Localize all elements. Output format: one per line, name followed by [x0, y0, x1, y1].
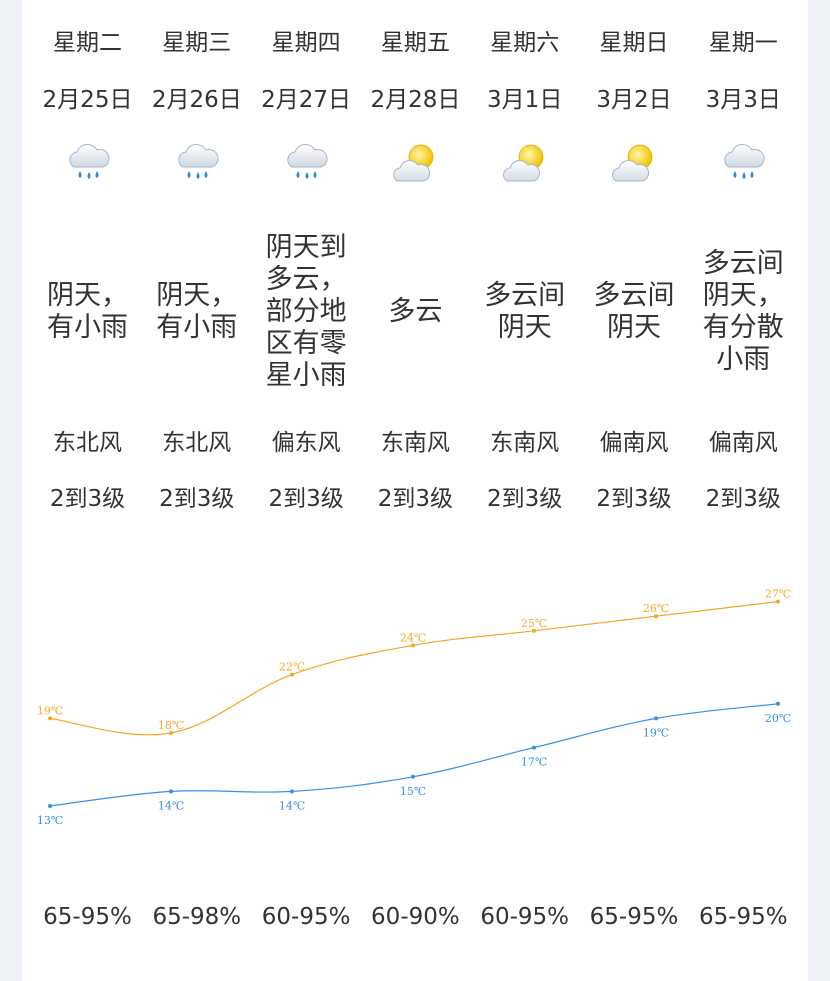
rain-cloud-icon	[689, 140, 798, 188]
wind-level: 2到3级	[487, 486, 563, 512]
temperature-label: 14℃	[158, 799, 184, 812]
temperature-label: 17℃	[521, 756, 547, 769]
temperature-label: 22℃	[279, 661, 305, 674]
weather-description: 多云间 阴天， 有分散 小雨	[702, 248, 784, 375]
weekday-label: 星期三	[162, 30, 232, 56]
temperature-label: 18℃	[158, 719, 184, 732]
weather-description: 多云间 阴天	[484, 280, 566, 343]
temperature-line-0	[49, 601, 779, 736]
weather-description: 多云	[388, 296, 443, 327]
temperature-point	[169, 731, 173, 735]
wind-level: 2到3级	[596, 486, 672, 512]
sun-cloud-icon	[361, 140, 470, 188]
weekday-label: 星期二	[53, 30, 122, 56]
wind-level: 2到3级	[377, 486, 454, 512]
temperature-point	[290, 789, 294, 794]
temperature-label: 24℃	[400, 631, 426, 644]
date-label: 3月1日	[487, 87, 563, 113]
sun-cloud-icon	[580, 140, 689, 188]
wind-direction: 偏东风	[271, 430, 341, 456]
wind-direction: 东南风	[380, 430, 450, 456]
weather-description: 多云间 阴天	[593, 280, 675, 343]
weather-icon-row	[22, 140, 808, 188]
temperature-chart: 19℃ 18℃ 22℃ 24℃ 25℃ 26℃ 27℃ 13℃ 14℃ 14℃ 15℃ 17℃ 19℃ 2…	[37, 588, 791, 827]
temperature-point	[411, 643, 415, 648]
temperature-point	[48, 716, 52, 721]
temperature-point	[169, 789, 173, 794]
weather-description: 阴天， 有小雨	[156, 280, 238, 343]
temperature-point	[532, 628, 536, 633]
weekday-label: 星期一	[708, 30, 778, 56]
temperature-label: 26℃	[643, 602, 669, 615]
wind-direction: 东北风	[162, 430, 232, 456]
temperature-point	[532, 745, 536, 750]
temperature-point	[776, 701, 780, 706]
humidity-range: 65-98%	[152, 904, 242, 930]
wind-direction: 东北风	[53, 430, 122, 456]
temperature-point	[290, 672, 294, 677]
date-row: 2月25日 2月26日 2月27日 2月28日 3月1日 3月2日 3月3日	[22, 75, 808, 119]
wind-direction: 东南风	[490, 430, 560, 456]
temperature-label: 20℃	[765, 712, 791, 725]
wind-level: 2到3级	[159, 486, 235, 512]
wind-direction: 偏南风	[599, 430, 669, 456]
temperature-point	[48, 804, 52, 808]
temperature-label: 13℃	[37, 814, 63, 827]
humidity-range: 65-95%	[589, 904, 679, 930]
temperature-point	[411, 774, 415, 779]
wind-level-row: 2到3级 2到3级 2到3级 2到3级 2到3级 2到3级 2到3级	[22, 474, 808, 518]
forecast-card: 星期二 星期三 星期四 星期五 星期六 星期日 星期一 2月25日 2月26日 2月27日 2月2…	[22, 0, 808, 981]
temperature-point	[654, 614, 658, 619]
date-label: 2月26日	[151, 87, 242, 113]
date-label: 2月27日	[261, 87, 352, 113]
temperature-label: 25℃	[521, 617, 547, 630]
weekday-label: 星期六	[490, 30, 560, 56]
wind-level: 2到3级	[705, 486, 781, 512]
humidity-range: 60-95%	[480, 904, 570, 930]
temperature-label: 15℃	[400, 785, 426, 798]
humidity-range: 65-95%	[43, 904, 132, 930]
humidity-range: 60-95%	[261, 904, 351, 930]
date-label: 2月25日	[42, 87, 133, 113]
weather-description: 阴天， 有小雨	[47, 280, 128, 343]
weather-description: 阴天到 多云， 部分地 区有零 星小雨	[265, 232, 347, 391]
description-row: 阴天， 有小雨 阴天， 有小雨 阴天到 多云， 部分地 区有零 星小雨 多云 多云间 阴…	[22, 228, 808, 396]
temperature-label: 14℃	[279, 799, 305, 812]
date-label: 3月3日	[705, 87, 781, 113]
temperature-point	[654, 716, 658, 721]
date-label: 3月2日	[596, 87, 672, 113]
rain-cloud-icon	[33, 140, 142, 188]
weekday-row: 星期二 星期三 星期四 星期五 星期六 星期日 星期一	[22, 18, 808, 62]
wind-direction: 偏南风	[708, 430, 778, 456]
weekday-label: 星期日	[599, 30, 669, 56]
sun-cloud-icon	[470, 140, 579, 188]
temperature-label: 19℃	[37, 704, 63, 717]
humidity-row: 65-95% 65-98% 60-95% 60-90% 60-95% 65-95% 65-9…	[22, 895, 808, 939]
temperature-point	[776, 599, 780, 604]
rain-cloud-icon	[252, 140, 361, 188]
rain-cloud-icon	[142, 140, 251, 188]
wind-direction-row: 东北风 东北风 偏东风 东南风 东南风 偏南风 偏南风	[22, 418, 808, 462]
weekday-label: 星期四	[271, 30, 341, 56]
temperature-label: 27℃	[765, 588, 791, 601]
temperature-label: 19℃	[643, 726, 669, 739]
humidity-range: 65-95%	[698, 904, 788, 930]
wind-level: 2到3级	[49, 486, 126, 512]
date-label: 2月28日	[370, 87, 461, 113]
wind-level: 2到3级	[268, 486, 344, 512]
weekday-label: 星期五	[380, 30, 450, 56]
humidity-range: 60-90%	[371, 904, 460, 930]
